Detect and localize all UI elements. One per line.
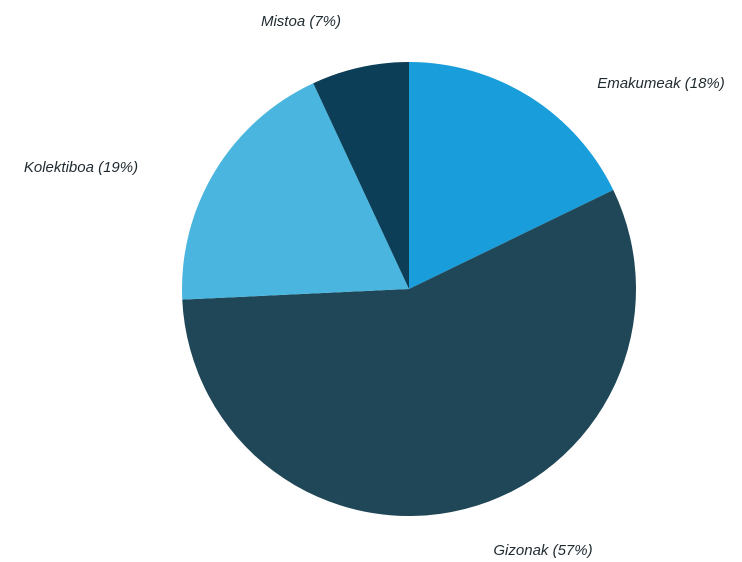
pie-slice-kolektiboa (182, 83, 409, 300)
pie-labels: Emakumeak (18%) Gizonak (57%) Kolektiboa (… (24, 13, 725, 559)
pie-label-mistoa: Mistoa (7%) (261, 13, 341, 30)
pie-slice-emakumeak (409, 61, 614, 289)
pie-slice-mistoa (313, 62, 409, 289)
pie-label-kolektiboa: Kolektiboa (19%) (24, 159, 138, 176)
pie-slices (182, 61, 637, 517)
pie-label-emakumeak: Emakumeak (18%) (597, 75, 725, 92)
pie-label-gizonak: Gizonak (57%) (493, 542, 592, 559)
pie-slice-gizonak (182, 190, 637, 517)
